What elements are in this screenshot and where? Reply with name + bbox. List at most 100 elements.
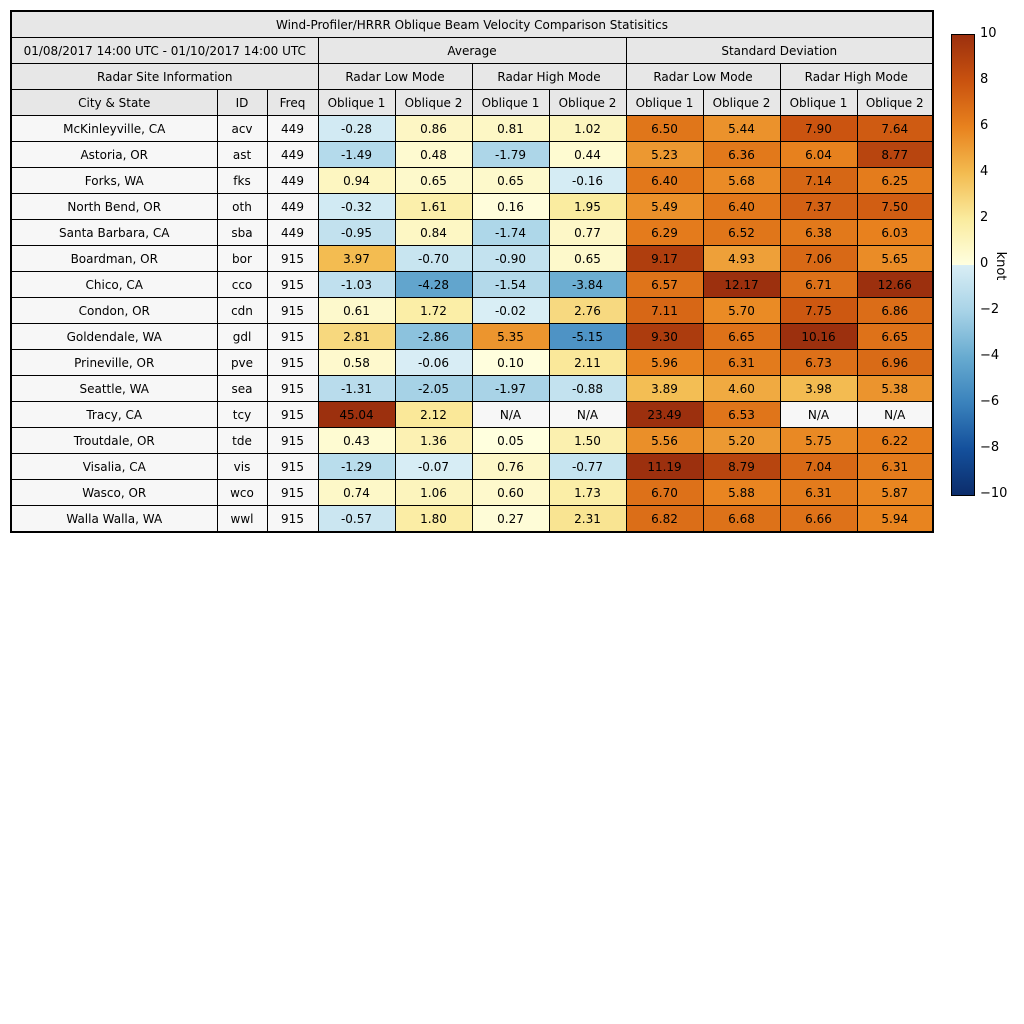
colorbar-tick-label: −8 [980,440,1000,455]
value-cell: 0.65 [548,245,627,272]
value-cell: 0.05 [471,427,550,454]
colorbar-tick-label: −10 [980,486,1008,501]
value-cell: 8.79 [702,453,781,480]
value-cell: 5.44 [702,115,781,142]
value-cell: 6.40 [625,167,704,194]
col-header-id: ID [216,89,268,116]
site-freq: 915 [266,271,319,298]
site-id: bor [216,245,268,272]
site-city: Visalia, CA [10,453,218,480]
value-cell: 0.65 [394,167,473,194]
value-cell: 0.76 [471,453,550,480]
value-cell: 6.68 [702,505,781,533]
value-cell: 0.43 [317,427,396,454]
value-cell: 6.65 [702,323,781,350]
avg-high-mode-header: Radar High Mode [471,63,627,90]
site-freq: 449 [266,219,319,246]
value-cell: 3.89 [625,375,704,402]
value-cell: 6.03 [856,219,934,246]
value-cell: 6.40 [702,193,781,220]
value-cell: -0.70 [394,245,473,272]
value-cell: 7.37 [779,193,858,220]
col-header-oblique2: Oblique 2 [856,89,934,116]
table-header: Wind-Profiler/HRRR Oblique Beam Velocity… [10,10,934,116]
value-cell: 1.36 [394,427,473,454]
table-row: Walla Walla, WA wwl 915 -0.57 1.80 0.27 2.31 6.… [10,505,934,533]
value-cell: 6.82 [625,505,704,533]
value-cell: -1.54 [471,271,550,298]
table-row: Seattle, WA sea 915 -1.31 -2.05 -1.97 -0.88 3.8… [10,375,934,402]
site-freq: 915 [266,297,319,324]
value-cell: 2.31 [548,505,627,533]
value-cell: N/A [548,401,627,428]
table-row: Boardman, OR bor 915 3.97 -0.70 -0.90 0.65 9.17… [10,245,934,272]
colorbar-tick-label: 2 [980,210,989,225]
value-cell: -1.03 [317,271,396,298]
column-header-row: City & State ID Freq Oblique 1 Oblique 2… [10,89,934,116]
table-row: Astoria, OR ast 449 -1.49 0.48 -1.79 0.44 5.23 6… [10,141,934,168]
table-row: Tracy, CA tcy 915 45.04 2.12 N/A N/A 23.49 6.53 N… [10,401,934,428]
site-city: Goldendale, WA [10,323,218,350]
value-cell: -0.16 [548,167,627,194]
col-header-oblique1: Oblique 1 [471,89,550,116]
table-row: Forks, WA fks 449 0.94 0.65 0.65 -0.16 6.40 5.68… [10,167,934,194]
site-city: McKinleyville, CA [10,115,218,142]
value-cell: -5.15 [548,323,627,350]
site-city: Forks, WA [10,167,218,194]
value-cell: 7.04 [779,453,858,480]
col-header-oblique2: Oblique 2 [548,89,627,116]
value-cell: 6.70 [625,479,704,506]
table-body: McKinleyville, CA acv 449 -0.28 0.86 0.81 1.02… [10,115,934,533]
value-cell: -0.06 [394,349,473,376]
col-header-city: City & State [10,89,218,116]
title-row: Wind-Profiler/HRRR Oblique Beam Velocity… [10,10,934,38]
site-freq: 449 [266,141,319,168]
col-header-oblique2: Oblique 2 [394,89,473,116]
value-cell: -0.28 [317,115,396,142]
value-cell: 0.16 [471,193,550,220]
table-row: Troutdale, OR tde 915 0.43 1.36 0.05 1.50 5.56 5… [10,427,934,454]
value-cell: -2.05 [394,375,473,402]
value-cell: 0.27 [471,505,550,533]
value-cell: 0.48 [394,141,473,168]
avg-low-mode-header: Radar Low Mode [317,63,473,90]
value-cell: 5.87 [856,479,934,506]
value-cell: 7.14 [779,167,858,194]
value-cell: 1.06 [394,479,473,506]
site-info-header: Radar Site Information [10,63,319,90]
value-cell: 5.23 [625,141,704,168]
value-cell: -0.95 [317,219,396,246]
colorbar-unit-label: knot [993,251,1008,281]
site-city: Boardman, OR [10,245,218,272]
site-freq: 915 [266,323,319,350]
site-id: cco [216,271,268,298]
site-id: acv [216,115,268,142]
site-id: oth [216,193,268,220]
value-cell: N/A [856,401,934,428]
value-cell: 3.98 [779,375,858,402]
site-id: vis [216,453,268,480]
table-row: Goldendale, WA gdl 915 2.81 -2.86 5.35 -5.15 9.… [10,323,934,350]
std-low-mode-header: Radar Low Mode [625,63,781,90]
value-cell: 6.50 [625,115,704,142]
value-cell: 1.02 [548,115,627,142]
site-id: tde [216,427,268,454]
value-cell: 4.60 [702,375,781,402]
value-cell: 6.73 [779,349,858,376]
site-id: wco [216,479,268,506]
colorbar-tick-label: 0 [980,256,989,271]
value-cell: 0.61 [317,297,396,324]
value-cell: -1.79 [471,141,550,168]
value-cell: 6.31 [779,479,858,506]
site-city: Seattle, WA [10,375,218,402]
value-cell: 12.17 [702,271,781,298]
value-cell: 6.66 [779,505,858,533]
value-cell: 0.58 [317,349,396,376]
value-cell: 1.61 [394,193,473,220]
value-cell: 3.97 [317,245,396,272]
value-cell: -1.97 [471,375,550,402]
table-row: Visalia, CA vis 915 -1.29 -0.07 0.76 -0.77 11.1… [10,453,934,480]
value-cell: 2.12 [394,401,473,428]
col-header-freq: Freq [266,89,319,116]
